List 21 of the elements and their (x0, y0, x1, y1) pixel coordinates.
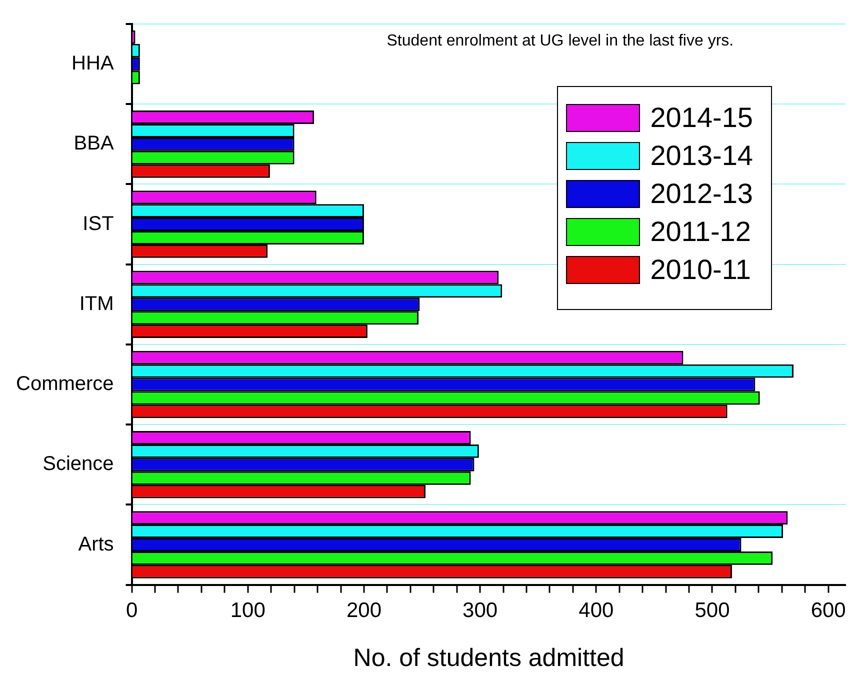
x-tick-label: 0 (126, 599, 138, 622)
legend-label: 2011-12 (650, 216, 751, 248)
x-tick-label: 300 (462, 599, 498, 622)
x-tick-label: 100 (230, 599, 266, 622)
x-tick-label: 600 (810, 599, 846, 622)
text: Student enrolment at UG level in the last five yrs. (386, 32, 734, 50)
x-axis-title: No. of students admitted (353, 644, 624, 672)
y-tick-label: Commerce (16, 373, 114, 396)
legend-label: 2010-11 (650, 254, 751, 286)
y-tick-label: BBA (74, 132, 114, 155)
y-tick-label: Arts (78, 533, 114, 556)
x-tick-label: 400 (578, 599, 614, 622)
y-tick-label: ITM (79, 292, 114, 315)
y-tick-label: Science (42, 453, 114, 476)
legend-label: 2014-15 (650, 102, 753, 134)
y-tick-label: HHA (72, 52, 114, 75)
y-tick-label: IST (82, 212, 114, 235)
legend-label: 2012-13 (650, 178, 753, 210)
x-tick-label: 500 (694, 599, 730, 622)
x-tick-label: 200 (346, 599, 382, 622)
legend-label: 2013-14 (650, 140, 753, 172)
